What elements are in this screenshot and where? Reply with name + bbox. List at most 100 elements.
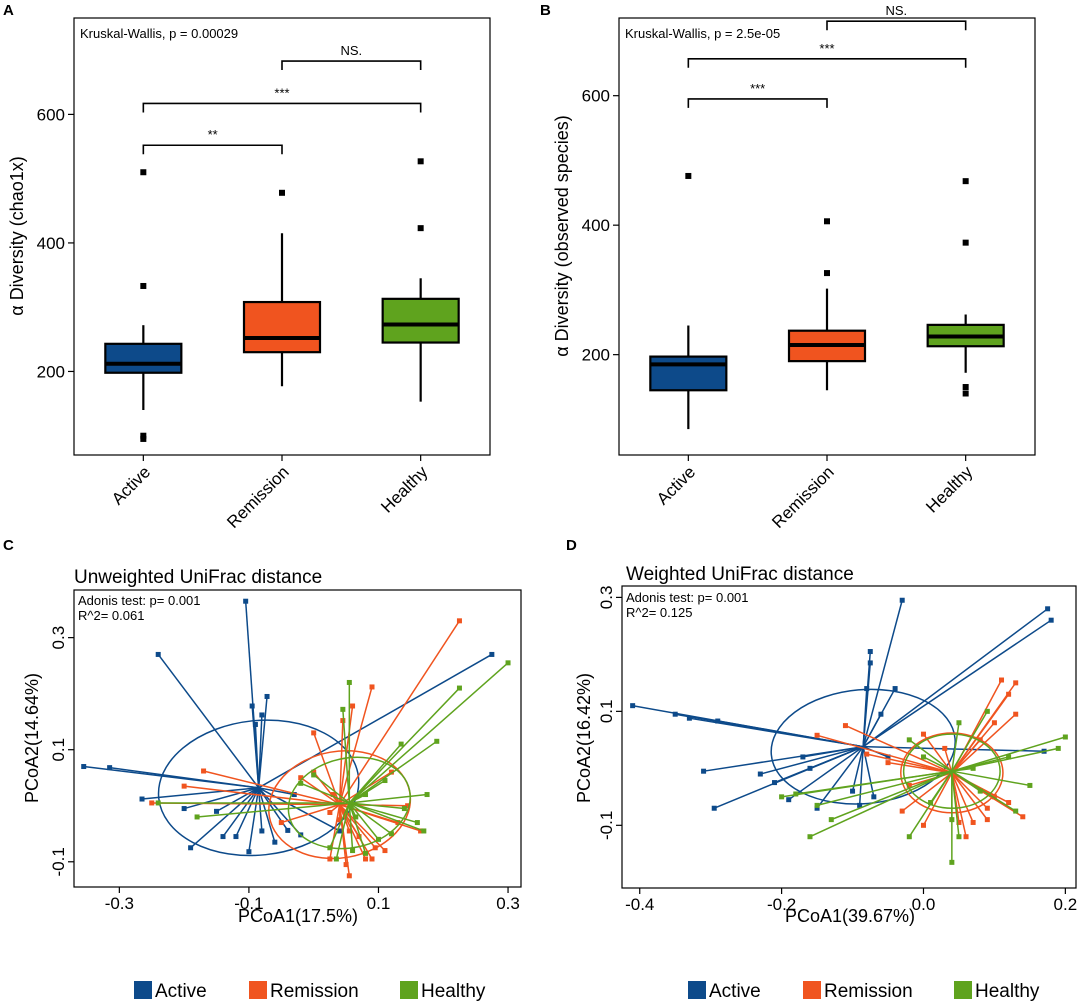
data-point	[353, 814, 359, 820]
legend-item-remission: Remission	[803, 981, 913, 1002]
data-point	[272, 839, 278, 845]
spider-line	[951, 770, 1017, 812]
spider-line	[141, 787, 259, 800]
data-point	[970, 765, 976, 771]
significance-bracket: ***	[687, 81, 828, 108]
spider-line	[781, 770, 952, 798]
spider-line	[951, 772, 967, 837]
data-point	[906, 834, 912, 840]
data-point	[1006, 800, 1012, 806]
significance-bracket: NS.	[281, 43, 422, 71]
legend-label: Healthy	[975, 981, 1040, 1002]
panel-b: B Kruskal-Wallis, p = 2.5e-05 α Diversit…	[540, 2, 1036, 532]
data-point	[233, 834, 239, 840]
data-point	[793, 791, 799, 797]
spider-line	[922, 772, 953, 826]
group-active	[630, 597, 1054, 811]
data-point	[1048, 617, 1054, 623]
y-tick-label: 400	[37, 234, 65, 253]
data-point	[311, 769, 317, 775]
spider-line	[858, 746, 864, 806]
outlier-point	[417, 225, 424, 232]
spider-line	[788, 746, 864, 801]
confidence-ellipse	[770, 688, 956, 805]
data-point	[867, 660, 873, 666]
data-point	[686, 715, 692, 721]
x-tick-label: Active	[108, 462, 154, 508]
data-point	[984, 805, 990, 811]
legend-swatch	[803, 981, 821, 999]
bracket-label: **	[208, 127, 218, 142]
bracket-line	[687, 57, 967, 68]
x-tick-label: Healthy	[922, 462, 977, 517]
spider-line	[157, 653, 260, 789]
spider-line	[338, 720, 344, 805]
box-healthy	[381, 158, 460, 402]
data-point	[252, 721, 258, 727]
outlier-point	[962, 384, 969, 391]
data-point	[920, 822, 926, 828]
data-point	[194, 814, 200, 820]
data-point	[311, 730, 317, 736]
outlier-point	[685, 172, 692, 179]
x-tick-label: 0.3	[496, 894, 520, 913]
x-axis-title: PCoA1(17.5%)	[238, 906, 358, 926]
spider-line	[760, 745, 864, 775]
data-point	[984, 817, 990, 823]
data-point	[1013, 680, 1019, 686]
data-point	[857, 802, 863, 808]
y-tick-label: 0.3	[49, 626, 68, 650]
outlier-point	[824, 218, 830, 225]
data-point	[456, 618, 462, 624]
data-point	[388, 831, 394, 837]
y-tick-label: 200	[37, 362, 65, 381]
bracket-label: ***	[274, 85, 289, 100]
legend-d: Active Remission Healthy	[688, 981, 1040, 1002]
data-point	[949, 859, 955, 865]
data-point	[977, 788, 983, 794]
spider-line	[109, 766, 259, 789]
data-point	[814, 805, 820, 811]
data-point	[369, 684, 375, 690]
y-tick-label: 600	[37, 105, 65, 124]
spider-line	[951, 767, 974, 772]
data-point	[181, 806, 187, 812]
iqr-box	[381, 297, 460, 344]
legend-swatch	[400, 981, 418, 999]
legend-label: Healthy	[421, 981, 486, 1002]
spider-line	[184, 785, 340, 806]
spider-line	[338, 686, 373, 805]
spider-line	[348, 802, 392, 835]
spider-line	[349, 802, 405, 810]
plot-title: Weighted UniFrac distance	[626, 564, 854, 585]
confidence-ellipse	[157, 719, 360, 857]
iqr-box	[104, 342, 183, 374]
data-point	[398, 741, 404, 747]
x-tick-label: -0.3	[105, 894, 134, 913]
confidence-ellipse	[902, 733, 1001, 809]
legend-label: Active	[155, 981, 207, 1002]
data-point	[327, 809, 333, 815]
data-point	[489, 651, 495, 657]
data-point	[878, 711, 884, 717]
data-point	[346, 828, 352, 834]
data-point	[149, 800, 155, 806]
data-point	[1020, 814, 1026, 820]
x-tick-label: Active	[653, 462, 699, 508]
significance-bracket: NS.	[826, 3, 967, 31]
x-tick-label: Remission	[223, 462, 293, 532]
data-point	[892, 686, 898, 692]
data-point	[363, 850, 369, 856]
y-tick-label: -0.1	[49, 847, 68, 876]
adonis-text: Adonis test: p= 0.001	[626, 590, 749, 605]
data-point	[139, 796, 145, 802]
spider-line	[802, 745, 864, 758]
spider-line	[951, 770, 1031, 787]
spider-line	[717, 720, 864, 748]
iqr-box	[649, 355, 728, 392]
adonis-text: Adonis test: p= 0.001	[78, 593, 201, 608]
data-point	[970, 819, 976, 825]
spider-line	[809, 770, 953, 838]
box-remission	[787, 218, 867, 391]
